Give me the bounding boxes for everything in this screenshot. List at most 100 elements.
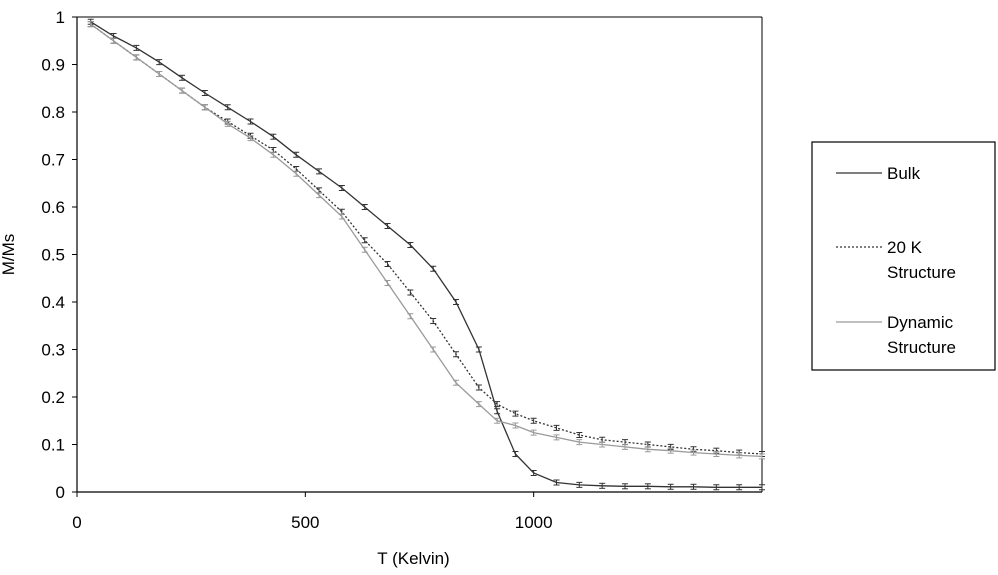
data-point (224, 104, 231, 111)
data-point (736, 452, 743, 459)
data-point (133, 44, 140, 51)
data-point (576, 439, 583, 446)
data-point (224, 120, 231, 127)
data-point (430, 318, 437, 324)
data-point (553, 424, 560, 431)
legend-item: 20 K Structure (836, 238, 956, 282)
data-point (644, 446, 651, 453)
x-ticks: 0 500 1000 (72, 492, 553, 532)
data-point (270, 133, 277, 140)
y-tick-label: 0 (56, 483, 65, 502)
data-point (316, 168, 323, 175)
y-tick-label: 0.4 (41, 293, 65, 312)
data-point (293, 170, 300, 177)
x-tick-label: 0 (72, 513, 81, 532)
data-point (512, 422, 519, 429)
data-point (644, 483, 651, 490)
data-point (512, 451, 519, 457)
y-ticks: 0 0.1 0.2 0.3 0.4 0.5 0.6 0.7 0.8 0.9 1 (41, 8, 77, 502)
data-point (156, 59, 163, 66)
data-point (690, 449, 697, 456)
data-point (494, 417, 501, 424)
y-tick-label: 0.8 (41, 103, 65, 122)
data-point (475, 401, 482, 408)
data-point (110, 37, 117, 44)
data-point (475, 384, 482, 391)
data-point (87, 21, 94, 28)
data-point (759, 484, 765, 491)
data-point (622, 443, 628, 450)
data-point (494, 401, 501, 408)
data-point (179, 74, 186, 81)
y-tick-label: 0.7 (41, 151, 65, 170)
x-tick-label: 1000 (515, 513, 553, 532)
data-point (599, 441, 606, 448)
data-point (384, 280, 391, 286)
series-line (90, 23, 763, 458)
data-point (361, 204, 368, 210)
y-axis-label: M/Ms (0, 234, 18, 276)
legend-item: Bulk (836, 164, 921, 183)
legend-items: Bulk 20 K Structure Dynamic Structure (836, 164, 956, 357)
data-point (156, 71, 163, 77)
data-point (338, 213, 345, 220)
y-tick-label: 0.3 (41, 341, 65, 360)
data-point (201, 90, 208, 96)
legend-label: Dynamic (887, 313, 954, 332)
data-point (667, 483, 674, 490)
y-tick-label: 0.6 (41, 198, 65, 217)
series-2 (87, 21, 765, 460)
data-point (736, 484, 743, 491)
data-point (530, 417, 537, 424)
data-point (759, 453, 765, 460)
data-point (453, 299, 460, 305)
data-point (553, 479, 560, 486)
data-point (453, 351, 460, 358)
data-point (407, 242, 414, 248)
data-point (133, 54, 140, 61)
data-point (512, 410, 519, 417)
data-point (430, 346, 437, 353)
y-tick-label: 0.1 (41, 436, 65, 455)
data-point (553, 434, 560, 441)
data-point (667, 447, 674, 454)
data-point (338, 185, 345, 191)
legend-box (811, 141, 996, 371)
y-tick-label: 0.9 (41, 56, 65, 75)
legend-label: 20 K (887, 238, 923, 257)
data-point (179, 87, 186, 94)
data-point (270, 151, 277, 158)
series-line (90, 23, 763, 455)
data-point (599, 482, 606, 489)
data-point (622, 483, 628, 490)
series-0 (87, 18, 765, 491)
legend: Bulk 20 K Structure Dynamic Structure (811, 141, 996, 371)
data-point (713, 484, 720, 491)
data-point (475, 346, 482, 353)
y-tick-label: 1 (56, 8, 65, 27)
data-point (384, 223, 391, 229)
x-tick-label: 500 (291, 513, 319, 532)
data-point (407, 313, 414, 320)
legend-label: Structure (887, 338, 956, 357)
data-point (713, 451, 720, 457)
data-point (576, 481, 583, 488)
data-point (430, 265, 437, 272)
data-point (293, 151, 300, 158)
legend-label: Bulk (887, 164, 921, 183)
data-point (247, 118, 254, 125)
data-point (407, 289, 414, 296)
data-point (453, 379, 460, 386)
legend-item: Dynamic Structure (836, 313, 956, 357)
x-axis-label: T (Kelvin) (377, 549, 449, 568)
data-point (530, 429, 537, 436)
data-point (201, 104, 208, 111)
data-point (384, 261, 391, 267)
data-point (316, 192, 323, 199)
data-point (361, 237, 368, 244)
series-1 (87, 21, 765, 457)
y-tick-label: 0.2 (41, 388, 65, 407)
data-point (530, 470, 537, 476)
data-point (494, 408, 501, 415)
data-point (690, 483, 697, 490)
